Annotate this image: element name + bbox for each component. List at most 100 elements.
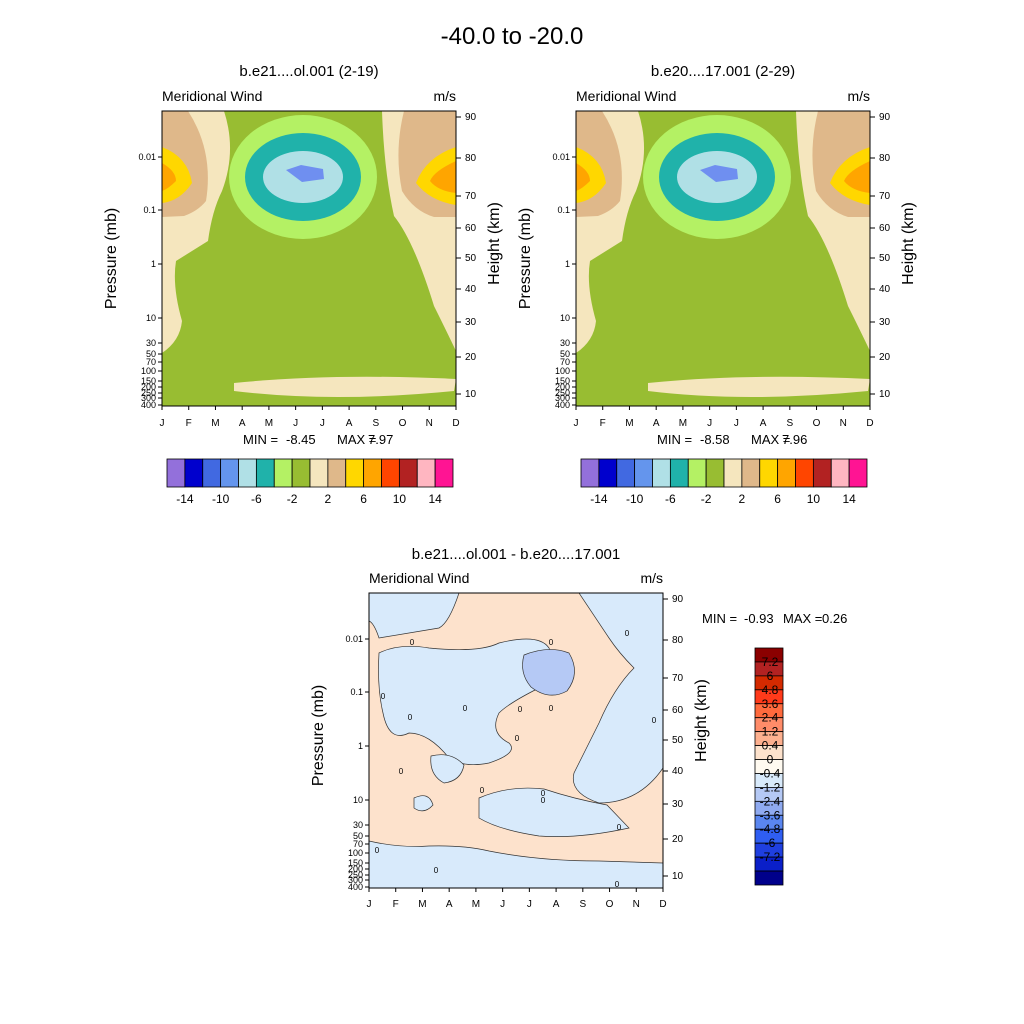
pressure-tick-label: 250 <box>141 388 156 398</box>
colorbar-label: 14 <box>428 492 442 506</box>
colorbar-box <box>759 458 779 488</box>
colorbar-label: -0.4 <box>760 766 781 780</box>
y-axis-label-right: Height (km) <box>486 202 503 285</box>
colorbar-box <box>580 458 600 488</box>
variable-label: Meridional Wind <box>576 88 676 104</box>
height-tick-label: 10 <box>672 871 684 882</box>
figure-title: -40.0 to -20.0 <box>441 23 584 50</box>
max-value: 7.96 <box>782 432 807 447</box>
field-layers <box>162 111 456 406</box>
pressure-tick-label: 250 <box>555 388 570 398</box>
month-tick-label: F <box>393 899 399 910</box>
colorbar-box <box>777 458 796 488</box>
pressure-tick-label: 0.01 <box>345 634 363 644</box>
month-tick-label: J <box>160 418 165 429</box>
colorbar-box <box>345 458 365 488</box>
colorbar-label: 2.4 <box>762 711 779 725</box>
colorbar-box <box>741 458 761 488</box>
pressure-tick-label: 0.01 <box>552 152 570 162</box>
y-axis-label-right: Height (km) <box>693 679 710 762</box>
month-tick-label: M <box>679 418 687 429</box>
pressure-tick-label: 150 <box>555 376 570 386</box>
height-tick-label: 90 <box>879 112 891 123</box>
month-tick-label: J <box>574 418 579 429</box>
max-label: MAX = <box>337 432 376 447</box>
colorbar-label: 3.6 <box>762 697 779 711</box>
contour-line-label: 0 <box>410 638 415 647</box>
pressure-tick-label: 0.01 <box>138 152 156 162</box>
month-tick-label: D <box>452 418 459 429</box>
field-layers <box>576 111 870 406</box>
height-tick-label: 60 <box>879 223 891 234</box>
pressure-tick-label: 50 <box>146 349 156 359</box>
contour-line-label: 0 <box>463 704 468 713</box>
pressure-tick-label: 300 <box>348 875 363 885</box>
colorbar-box <box>687 458 707 488</box>
colorbar-box <box>398 458 418 488</box>
pressure-tick-label: 30 <box>146 338 156 348</box>
colorbar-label: -6 <box>665 492 676 506</box>
month-tick-label: F <box>186 418 192 429</box>
pressure-tick-label: 1 <box>358 741 363 751</box>
month-tick-label: D <box>659 899 666 910</box>
height-tick-label: 40 <box>879 284 891 295</box>
height-tick-label: 30 <box>465 317 477 328</box>
colorbar-box <box>255 458 275 488</box>
month-tick-label: J <box>734 418 739 429</box>
contour-line-label: 0 <box>399 767 404 776</box>
colorbar-label: -4.8 <box>760 822 781 836</box>
colorbar-label: -2 <box>701 492 712 506</box>
month-tick-label: N <box>840 418 847 429</box>
month-tick-label: S <box>579 899 586 910</box>
colorbar-label: -14 <box>590 492 608 506</box>
colorbar-label: -2.4 <box>760 794 781 808</box>
pressure-tick-label: 250 <box>348 870 363 880</box>
height-tick-label: 90 <box>465 112 477 123</box>
height-tick-label: 20 <box>672 834 684 845</box>
units-label: m/s <box>433 88 456 104</box>
colorbar-label: -10 <box>212 492 230 506</box>
colorbar-box <box>634 458 653 488</box>
panel-title: b.e20....17.001 (2-29) <box>651 63 795 80</box>
y-axis-label-left: Pressure (mb) <box>517 208 534 309</box>
month-tick-label: A <box>239 418 246 429</box>
colorbar-box <box>416 458 436 488</box>
y-axis-label-right: Height (km) <box>900 202 917 285</box>
region-peak-northward-east <box>844 161 870 193</box>
pressure-tick-label: 70 <box>146 357 156 367</box>
contour-band-minus8 <box>700 165 738 182</box>
pressure-tick-label: 100 <box>348 848 363 858</box>
region-negative-small <box>430 754 465 784</box>
height-tick-label: 10 <box>465 389 477 400</box>
colorbar-box <box>598 458 618 488</box>
region-peak-northward-west <box>576 163 590 191</box>
contour-line-label: 0 <box>408 713 413 722</box>
month-tick-label: A <box>553 899 560 910</box>
contour-line-label: 0 <box>515 734 520 743</box>
colorbar-label: 0.4 <box>762 739 779 753</box>
pressure-tick-label: 100 <box>141 366 156 376</box>
month-tick-label: M <box>625 418 633 429</box>
pressure-tick-label: 400 <box>141 400 156 410</box>
min-value: -8.58 <box>700 432 730 447</box>
colorbar-box <box>202 458 222 488</box>
month-tick-label: M <box>418 899 426 910</box>
min-value: -8.45 <box>286 432 316 447</box>
pressure-tick-label: 70 <box>353 839 363 849</box>
pressure-tick-label: 200 <box>141 382 156 392</box>
pressure-tick-label: 30 <box>353 820 363 830</box>
month-tick-label: A <box>446 899 453 910</box>
colorbar-box <box>723 458 743 488</box>
colorbar-box <box>166 458 186 488</box>
month-tick-label: M <box>472 899 480 910</box>
colorbar-label: -6 <box>251 492 262 506</box>
min-label: MIN = <box>243 432 278 447</box>
height-tick-label: 30 <box>672 799 684 810</box>
region-weak-northward-lower <box>648 376 870 397</box>
region-negative-small <box>413 795 434 812</box>
contour-line-label: 0 <box>652 716 657 725</box>
max-label: MAX = <box>751 432 790 447</box>
max-value: 0.26 <box>822 611 847 626</box>
height-tick-label: 60 <box>672 705 684 716</box>
